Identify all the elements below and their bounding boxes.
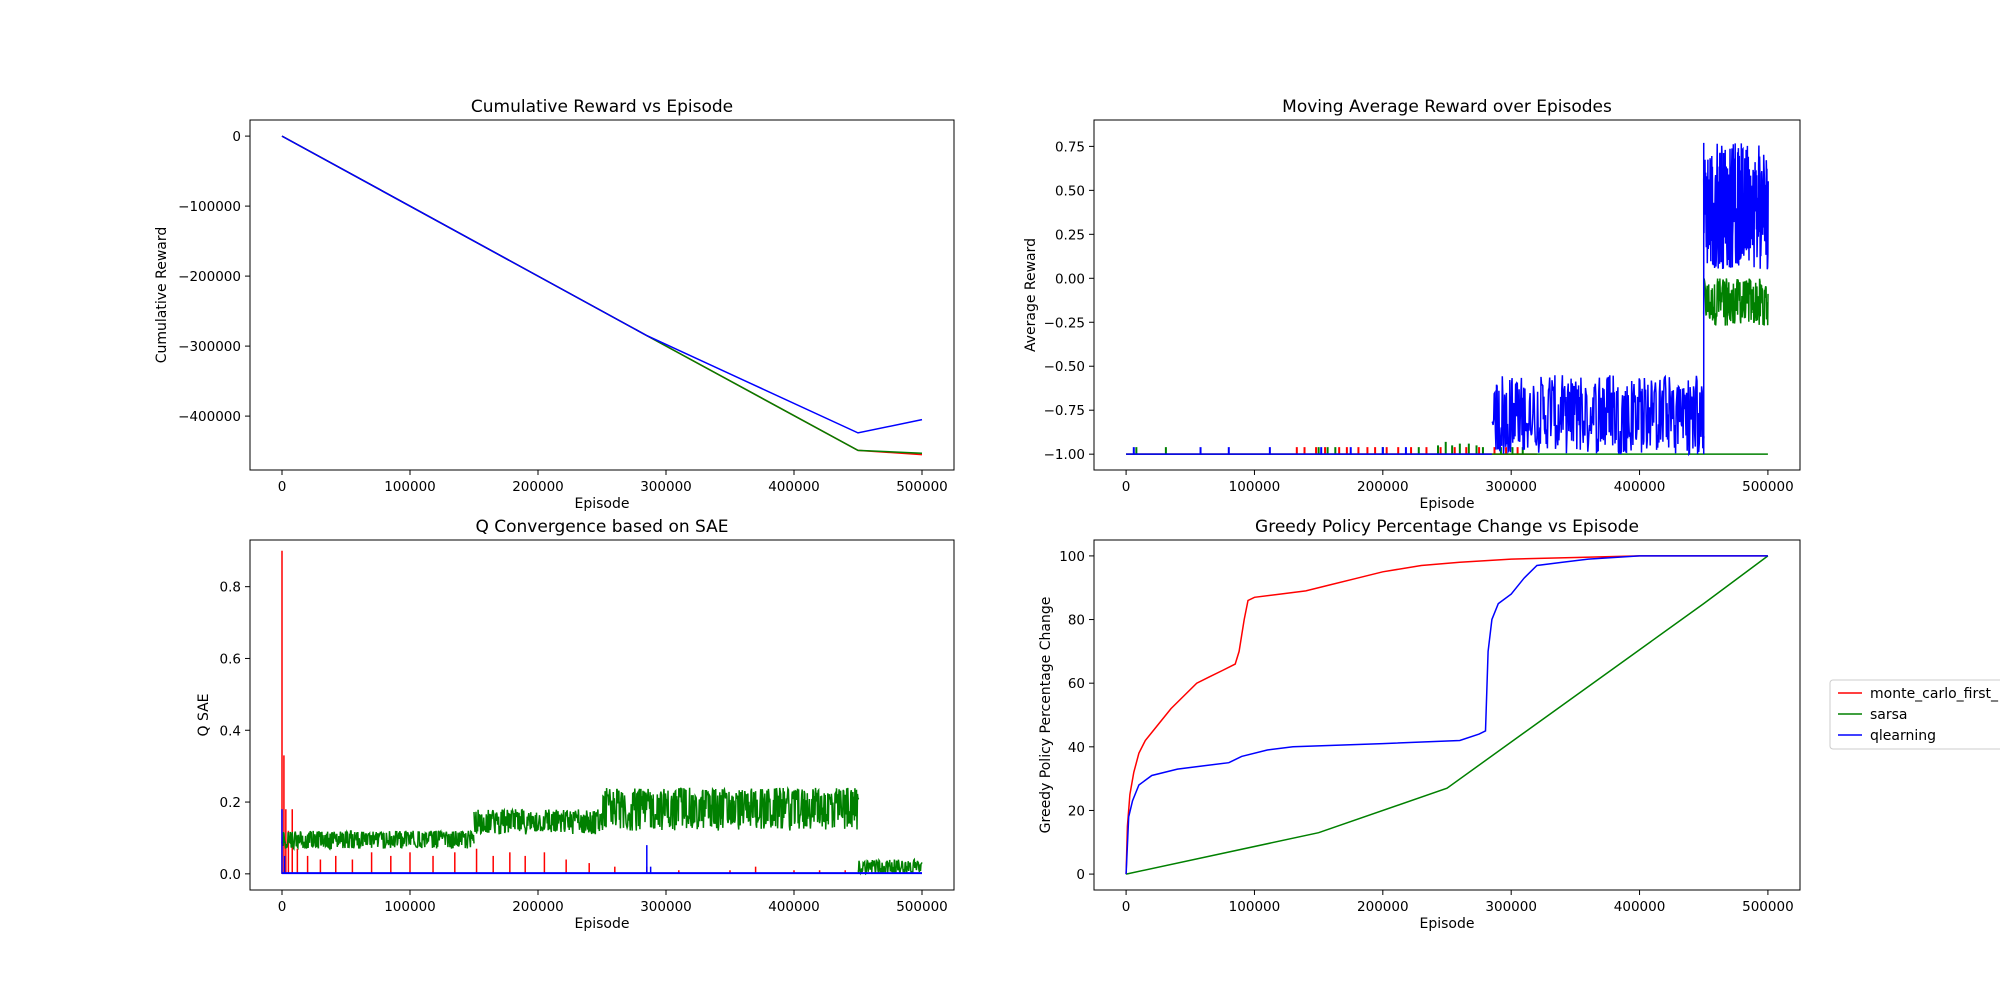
x-tick-label-5: 500000 <box>1742 899 1794 915</box>
x-tick-label-0: 0 <box>278 899 287 915</box>
y-tick-label-0: 0 <box>232 129 241 145</box>
series-qlearning <box>1125 555 1768 875</box>
x-tick-label-4: 400000 <box>768 899 820 915</box>
x-tick-label-5: 500000 <box>1742 479 1794 495</box>
x-tick-label-1: 100000 <box>1229 899 1281 915</box>
x-tick-label-4: 400000 <box>1614 479 1666 495</box>
x-tick-label-3: 300000 <box>1485 899 1537 915</box>
y-tick-label-3: 60 <box>1068 676 1085 692</box>
plot-area <box>281 550 923 876</box>
series-line-sarsa <box>1125 555 1769 875</box>
y-tick-label-5: 100 <box>1059 549 1085 565</box>
x-tick-label-0: 0 <box>1122 479 1131 495</box>
chart-title: Moving Average Reward over Episodes <box>1282 97 1612 117</box>
chart-title: Q Convergence based on SAE <box>475 517 728 537</box>
y-tick-label-3: 0.6 <box>220 651 241 667</box>
y-tick-label-0: −1.00 <box>1044 447 1085 463</box>
plot-frame <box>249 119 955 471</box>
series-qlearning <box>1126 142 1769 457</box>
plot-area <box>1125 555 1769 875</box>
plot-area <box>281 135 923 456</box>
x-axis-label: Episode <box>1420 916 1475 932</box>
y-tick-label-2: 40 <box>1068 740 1085 756</box>
x-tick-label-2: 200000 <box>512 899 564 915</box>
legend: monte_carlo_first_ sarsa qlearning <box>1829 679 2000 750</box>
series-sarsa <box>1125 555 1769 875</box>
x-tick-label-3: 300000 <box>1485 479 1537 495</box>
plot-area <box>1126 142 1769 457</box>
x-tick-label-0: 0 <box>278 479 287 495</box>
y-axis-label: Average Reward <box>1023 238 1039 352</box>
x-tick-label-3: 300000 <box>640 899 692 915</box>
legend-label-2: qlearning <box>1870 728 1936 744</box>
x-tick-label-2: 200000 <box>512 479 564 495</box>
y-tick-label-1: 0.2 <box>220 795 241 811</box>
y-tick-label-4: −400000 <box>178 409 241 425</box>
y-axis-label: Q SAE <box>196 693 212 736</box>
legend-frame <box>1829 679 2000 750</box>
plot-frame <box>1093 119 1801 471</box>
chart-3: 0 100000 200000 300000 400000 500000 0 20 40 60 80… <box>1038 517 1801 932</box>
series-band-sarsa-1 <box>473 807 604 836</box>
y-tick-label-2: −0.50 <box>1044 359 1085 375</box>
y-tick-label-7: 0.75 <box>1055 139 1085 155</box>
series-qlearning <box>281 135 923 434</box>
y-tick-label-5: 0.25 <box>1055 227 1085 243</box>
y-tick-label-4: 0.8 <box>220 580 241 596</box>
x-tick-label-4: 400000 <box>768 479 820 495</box>
y-tick-label-4: 80 <box>1068 613 1085 629</box>
series-band-sarsa <box>1702 278 1769 326</box>
series-band-sarsa-0 <box>281 829 475 852</box>
y-tick-label-4: 0.00 <box>1055 271 1085 287</box>
legend-label-1: sarsa <box>1870 707 1908 723</box>
x-axis-label: Episode <box>575 496 630 512</box>
x-tick-label-1: 100000 <box>384 479 436 495</box>
y-tick-label-1: 20 <box>1068 803 1085 819</box>
x-axis-label: Episode <box>575 916 630 932</box>
series-band-sarsa-2 <box>601 786 860 831</box>
y-axis-label: Greedy Policy Percentage Change <box>1038 597 1054 834</box>
x-tick-label-3: 300000 <box>640 479 692 495</box>
y-tick-label-2: 0.4 <box>220 723 241 739</box>
y-axis-label: Cumulative Reward <box>154 227 170 364</box>
series-band2-qlearning <box>1702 143 1769 270</box>
series-line-qlearning <box>1125 555 1768 875</box>
y-tick-label-3: −0.25 <box>1044 315 1085 331</box>
plot-frame <box>1093 539 1801 891</box>
y-tick-label-0: 0.0 <box>220 867 241 883</box>
chart-1: 0 100000 200000 300000 400000 500000 −1.00 −0.7… <box>1023 97 1801 512</box>
x-tick-label-2: 200000 <box>1357 899 1409 915</box>
y-tick-label-6: 0.50 <box>1055 183 1085 199</box>
x-tick-label-2: 200000 <box>1357 479 1409 495</box>
x-tick-label-4: 400000 <box>1614 899 1666 915</box>
x-axis-label: Episode <box>1420 496 1475 512</box>
series-monte_carlo_first_ <box>1125 555 1768 875</box>
x-tick-label-5: 500000 <box>896 899 948 915</box>
y-tick-label-1: −0.75 <box>1044 403 1085 419</box>
plot-frame <box>249 539 955 891</box>
chart-title: Cumulative Reward vs Episode <box>471 97 733 117</box>
x-tick-label-1: 100000 <box>384 899 436 915</box>
legend-label-0: monte_carlo_first_ <box>1870 686 1999 702</box>
series-line-monte_carlo_first_ <box>1125 555 1768 875</box>
y-tick-label-0: 0 <box>1076 867 1085 883</box>
series-band1-qlearning <box>1491 374 1705 457</box>
series-qlearning <box>281 809 922 875</box>
x-tick-label-1: 100000 <box>1229 479 1281 495</box>
chart-2: 0 100000 200000 300000 400000 500000 0.0 0.2 0.4… <box>196 517 955 932</box>
x-tick-label-0: 0 <box>1122 899 1131 915</box>
y-tick-label-1: −100000 <box>178 199 241 215</box>
x-tick-label-5: 500000 <box>896 479 948 495</box>
y-tick-label-2: −200000 <box>178 269 241 285</box>
chart-0: 0 100000 200000 300000 400000 500000 0 −100000 −… <box>154 97 955 512</box>
y-tick-label-3: −300000 <box>178 339 241 355</box>
chart-title: Greedy Policy Percentage Change vs Episo… <box>1255 517 1639 537</box>
series-line-qlearning <box>281 135 923 434</box>
